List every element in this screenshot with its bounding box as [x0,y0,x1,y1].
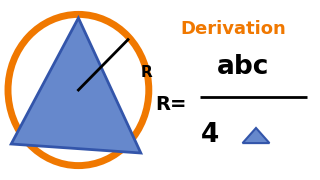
Text: R=: R= [156,95,187,114]
Text: Derivation: Derivation [181,20,286,38]
Text: abc: abc [217,54,269,80]
Polygon shape [243,128,269,143]
Text: 4: 4 [200,122,219,148]
Text: R: R [141,64,153,80]
Polygon shape [11,18,141,153]
